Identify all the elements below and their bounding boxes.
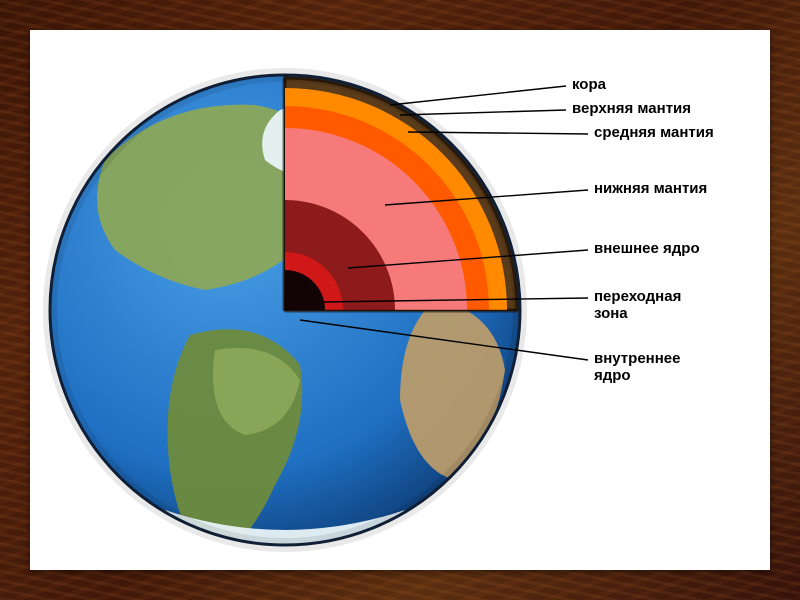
label-upper-mantle: верхняя мантия: [572, 100, 691, 117]
label-transition-zone: переходная зона: [594, 288, 681, 323]
diagram-panel: кора верхняя мантия средняя мантия нижня…: [30, 30, 770, 570]
label-outer-core: внешнее ядро: [594, 240, 700, 257]
label-middle-mantle: средняя мантия: [594, 124, 714, 141]
label-lower-mantle: нижняя мантия: [594, 180, 707, 197]
label-crust: кора: [572, 76, 606, 93]
slide-frame: кора верхняя мантия средняя мантия нижня…: [0, 0, 800, 600]
label-inner-core: внутреннее ядро: [594, 350, 680, 385]
